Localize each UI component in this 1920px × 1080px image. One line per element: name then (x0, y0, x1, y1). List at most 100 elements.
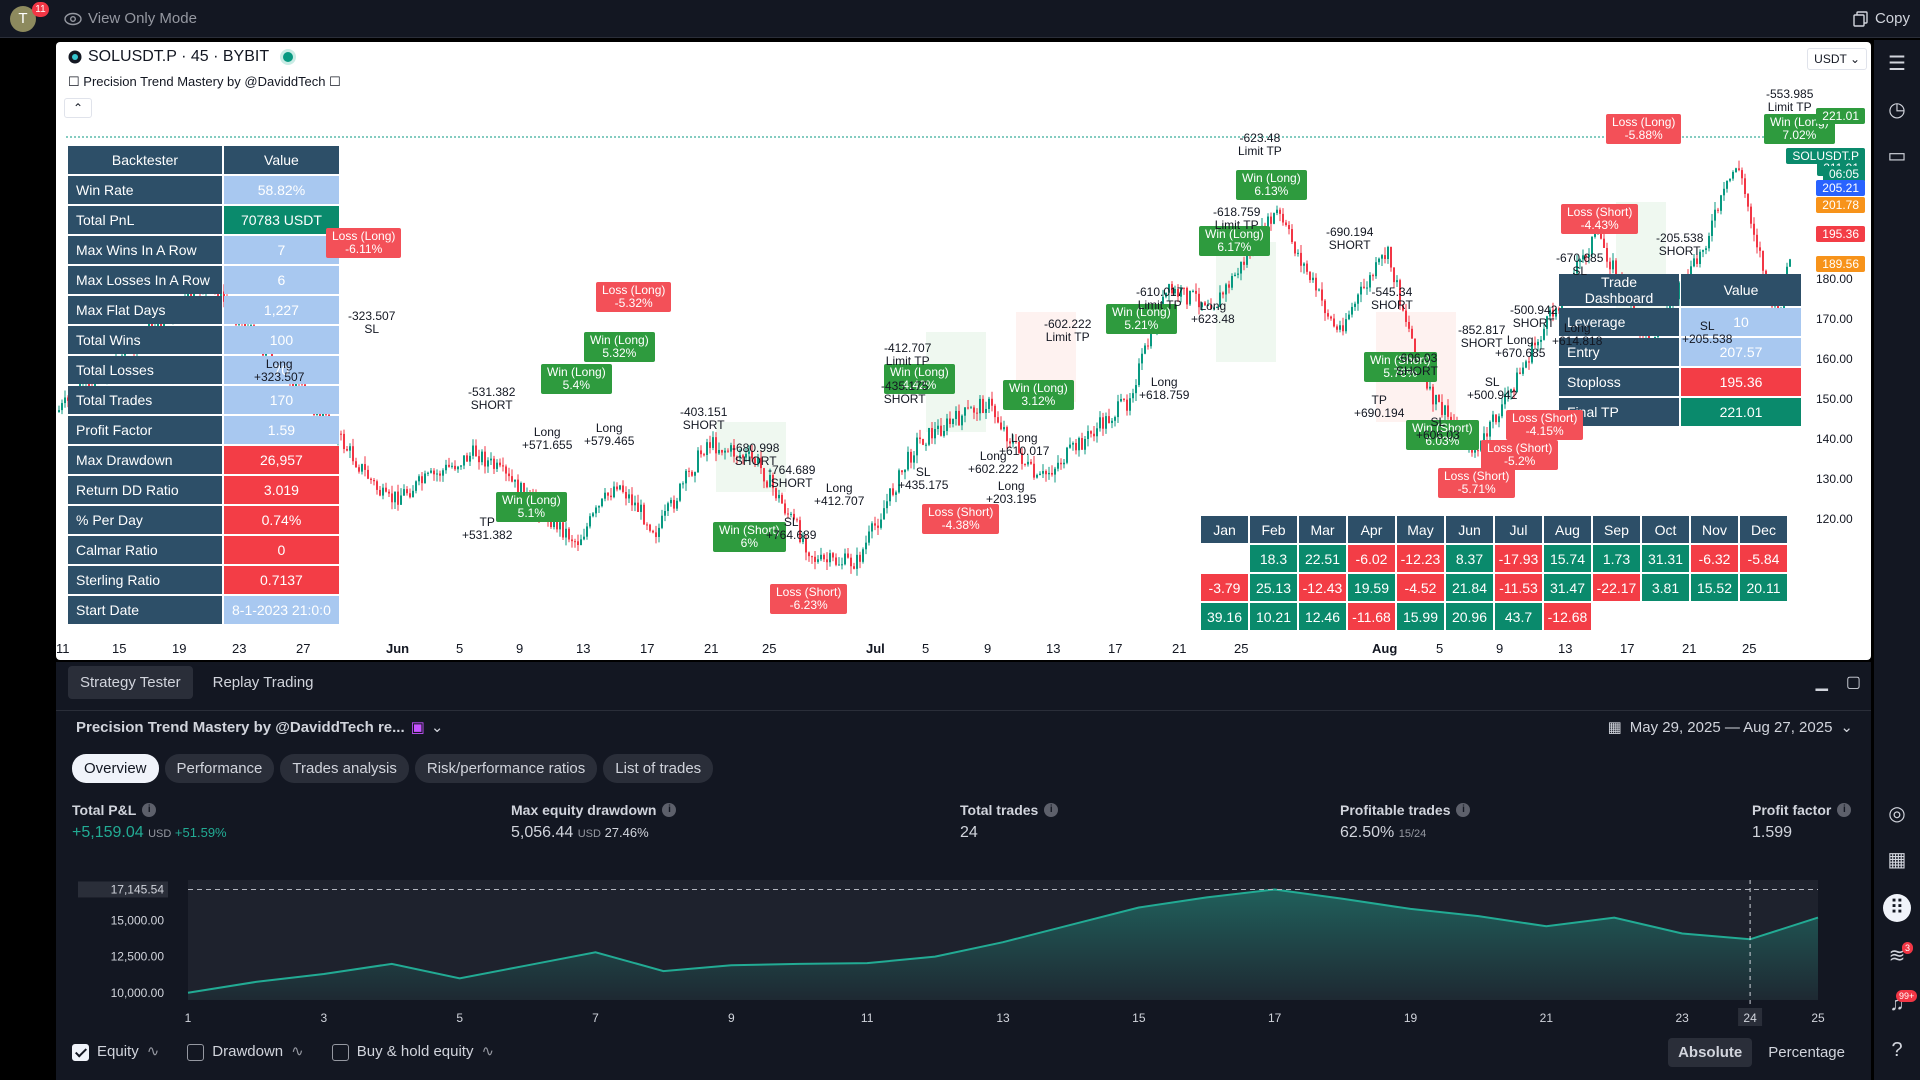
candle (1402, 304, 1404, 312)
candle (580, 534, 582, 546)
checkbox[interactable] (187, 1043, 205, 1061)
right-toolbar: ☰ ◷ ▭ ◎ ▦ ⠿ ≋ 3 ♫ 99+ ? (1874, 40, 1920, 1080)
mode-absolute[interactable]: Absolute (1668, 1038, 1753, 1067)
candle (1060, 458, 1062, 470)
info-icon[interactable]: i (142, 803, 157, 817)
candle (703, 452, 705, 457)
help-icon[interactable]: ? (1891, 1039, 1903, 1061)
symbol-header[interactable]: SOLUSDT.P · 45 · BYBIT (68, 48, 294, 66)
view-only-mode[interactable]: View Only Mode (64, 10, 197, 27)
trade-annotation: -403.151 SHORT (680, 405, 728, 432)
candle (979, 395, 981, 421)
monthly-cell: 15.52 (1691, 574, 1738, 601)
candle (1000, 416, 1002, 431)
candle (1270, 212, 1272, 231)
month-header-cell: Sep (1593, 516, 1640, 543)
date-range-select[interactable]: ▦ May 29, 2025 — Aug 27, 2025 ⌄ (1608, 718, 1853, 737)
pulse-icon[interactable]: ◎ (1888, 803, 1906, 825)
info-icon[interactable]: i (1837, 803, 1852, 817)
candle (637, 494, 639, 512)
mode-percentage[interactable]: Percentage (1768, 1044, 1845, 1061)
candle (1534, 336, 1536, 349)
calendar-icon[interactable]: ▦ (1887, 849, 1907, 871)
candle (973, 405, 975, 420)
monthly-cell: 19.59 (1348, 574, 1395, 601)
watchlist-icon[interactable]: ☰ (1888, 53, 1906, 75)
candle (1276, 205, 1278, 216)
candle (781, 492, 783, 504)
strategy-select[interactable]: Precision Trend Mastery by @DaviddTech r… (76, 718, 444, 737)
candle (1744, 173, 1746, 198)
monthly-row: 18.3 22.51 -6.02 -12.23 8.37 -17.93 15.74 1.73 3… (1201, 545, 1787, 572)
metric-value: 5,056.44 USD 27.46% (511, 824, 649, 841)
chevron-down-icon[interactable]: ⌄ (430, 719, 444, 736)
monthly-cell: -11.53 (1495, 574, 1542, 601)
trade-annotation: -545.34 SHORT (1371, 285, 1413, 312)
candle (1678, 280, 1680, 306)
subtab-overview[interactable]: Overview (72, 754, 159, 783)
trade-annotation: Long +579.465 (584, 421, 635, 448)
checkbox[interactable] (72, 1043, 89, 1061)
candle (403, 484, 405, 496)
candle (1294, 241, 1296, 257)
candle (640, 499, 642, 520)
collapse-indicators-button[interactable]: ⌃ (64, 98, 92, 118)
candle (1408, 315, 1410, 333)
subtab-performance[interactable]: Performance (164, 754, 275, 783)
candle (847, 547, 849, 559)
apps-grid-icon[interactable]: ⠿ (1883, 894, 1911, 922)
subtab-trades-analysis[interactable]: Trades analysis (280, 754, 409, 783)
candle (64, 390, 66, 408)
info-icon[interactable]: i (662, 803, 677, 817)
backtester-row: Profit Factor 1.59 (68, 416, 339, 444)
chat-icon[interactable]: ▭ (1887, 145, 1907, 167)
month-header-cell: May (1397, 516, 1444, 543)
metric-title: Profitable trades i (1340, 802, 1471, 818)
candle (1144, 343, 1146, 355)
monthly-cell: 25.13 (1250, 574, 1297, 601)
indicator-title[interactable]: ☐ Precision Trend Mastery by @DaviddTech… (68, 74, 341, 89)
dashboard-header-cell: Trade Dashboard (1559, 274, 1679, 306)
user-avatar[interactable]: T (10, 6, 36, 32)
candle (1342, 317, 1344, 336)
price-chart[interactable]: SOLUSDT.P · 45 · BYBIT ☐ Precision Trend… (56, 42, 1871, 660)
candle (916, 432, 918, 464)
candle (634, 495, 636, 512)
monthly-cell: 8.37 (1446, 545, 1493, 572)
info-icon[interactable]: i (1456, 803, 1471, 817)
candle (1345, 313, 1347, 334)
candle (346, 445, 348, 452)
candle (610, 488, 612, 501)
candle (817, 555, 819, 564)
tab-strategy-tester[interactable]: Strategy Tester (68, 666, 193, 699)
price-tick: 170.00 (1816, 312, 1853, 326)
candle (1042, 464, 1044, 478)
win-label: Win (Long) 5.21% (1106, 304, 1177, 334)
legend-drawdown[interactable]: Drawdown ∿ (187, 1042, 304, 1061)
subtab-risk-ratios[interactable]: Risk/performance ratios (414, 754, 598, 783)
subtab-list-of-trades[interactable]: List of trades (603, 754, 714, 783)
trade-annotation: SL +764.689 (766, 515, 817, 542)
checkbox[interactable] (331, 1043, 349, 1061)
legend-buy-hold-equity[interactable]: Buy & hold equity ∿ (331, 1042, 494, 1061)
maximize-icon[interactable]: ▢ (1845, 674, 1861, 691)
legend-equity[interactable]: Equity ∿ (72, 1042, 159, 1061)
candle (433, 468, 435, 481)
candle (1390, 246, 1392, 272)
candle (1099, 411, 1101, 432)
tab-replay-trading[interactable]: Replay Trading (212, 674, 314, 691)
alerts-clock-icon[interactable]: ◷ (1888, 99, 1906, 121)
copy-button[interactable]: Copy (1853, 10, 1910, 27)
feed-icon[interactable]: ≋ (1888, 945, 1906, 967)
minimize-icon[interactable]: ▁ (1815, 674, 1828, 691)
strategy-calendar-icon[interactable]: ▣ (410, 719, 425, 736)
currency-select[interactable]: USDT ⌄ (1807, 48, 1867, 70)
monthly-cell: 20.11 (1740, 574, 1787, 601)
price-axis[interactable]: 180.00 170.00 160.00 150.00 140.00 130.00 120.… (1796, 122, 1871, 632)
candle (478, 449, 480, 470)
candle (685, 469, 687, 491)
info-icon[interactable]: i (1044, 803, 1059, 817)
metric-title: Total P&L i (72, 802, 227, 818)
time-axis[interactable]: 11 15 19 23 27 Jun 5 9 13 17 21 25 Jul 5 9 13 17 21 25 Aug 5… (56, 638, 1786, 660)
